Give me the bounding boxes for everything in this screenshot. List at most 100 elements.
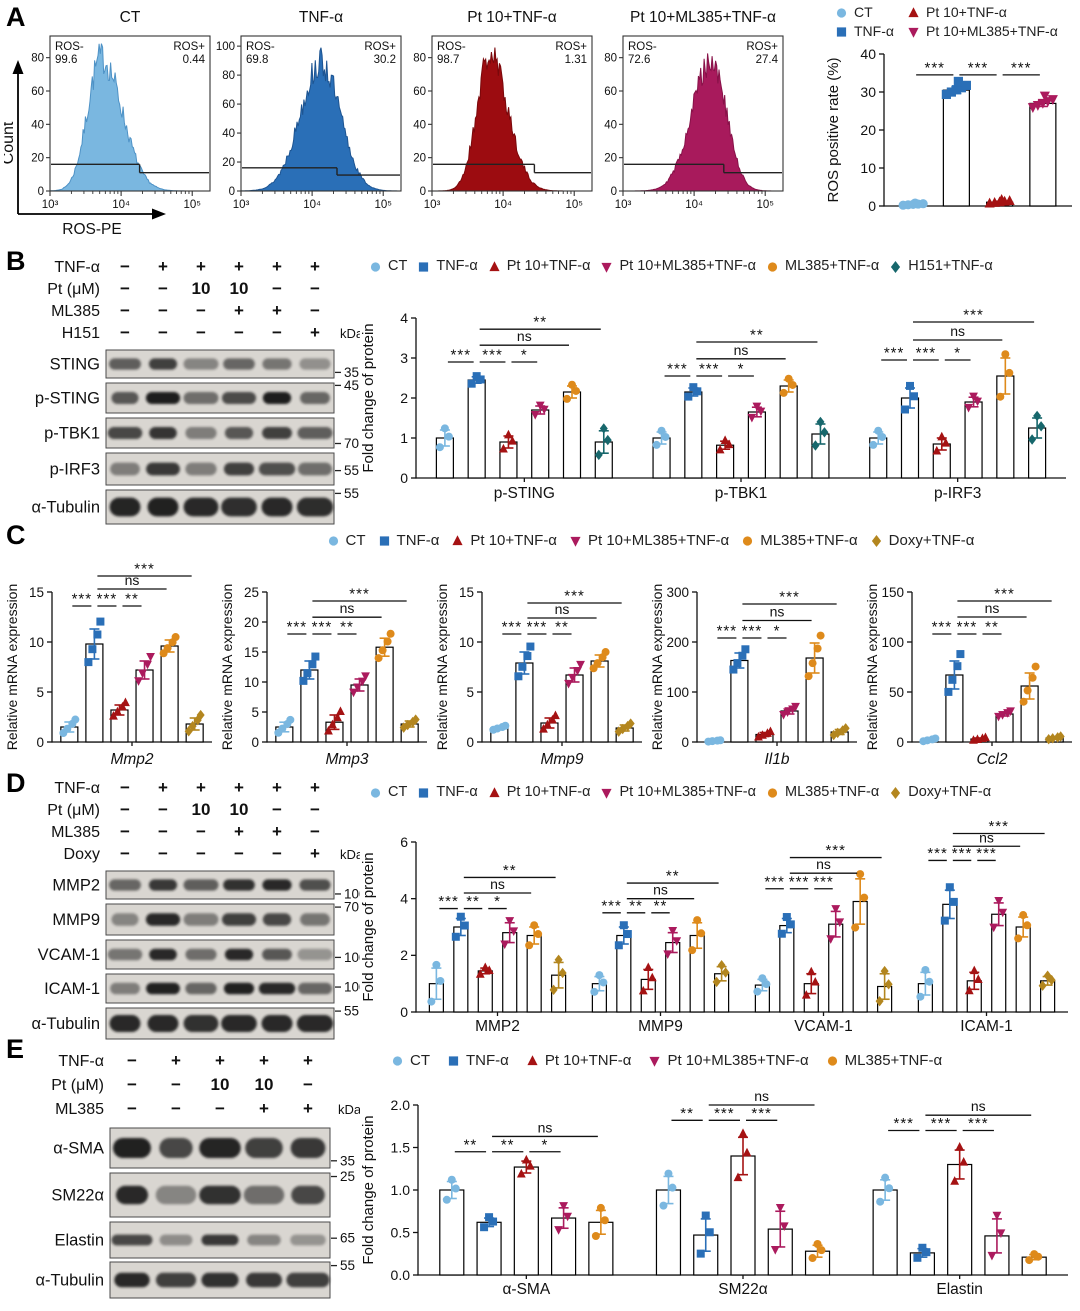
svg-text:20: 20 <box>413 153 426 165</box>
svg-text:TNF-α: TNF-α <box>58 1053 104 1070</box>
svg-text:−: − <box>310 279 320 298</box>
svg-text:−: − <box>120 844 130 863</box>
blot-strip-mmp2: MMP2100 <box>52 870 367 901</box>
svg-text:*: * <box>954 345 961 362</box>
svg-text:ROS+: ROS+ <box>364 41 396 53</box>
svg-text:ns: ns <box>754 1088 769 1104</box>
legend-item-doxy: Doxy+TNF-α <box>869 532 974 549</box>
svg-text:ICAM-1: ICAM-1 <box>960 1018 1013 1035</box>
svg-text:40: 40 <box>222 128 235 140</box>
tri-down-marker-icon <box>908 27 919 38</box>
svg-text:0: 0 <box>611 186 617 198</box>
legend-item-pt10: Pt 10+TNF-α <box>487 258 590 274</box>
svg-text:VCAM-1: VCAM-1 <box>38 946 100 964</box>
svg-text:***: *** <box>72 591 93 608</box>
svg-text:55: 55 <box>344 463 359 478</box>
svg-text:+: + <box>215 1051 225 1070</box>
svg-text:−: − <box>171 1075 181 1094</box>
blot-strip-p-sting: p-STING 45 <box>35 378 359 414</box>
svg-text:5: 5 <box>466 685 474 700</box>
svg-text:25: 25 <box>340 1169 355 1184</box>
svg-text:15: 15 <box>29 585 44 600</box>
svg-text:6: 6 <box>400 834 408 850</box>
svg-text:25: 25 <box>244 585 259 600</box>
svg-text:***: *** <box>932 619 953 636</box>
svg-text:+: + <box>310 844 320 863</box>
western-blot-b: TNF-α − + + + + + Pt (μM) − − 10 10 − − ML385 − − − + + − H15… <box>31 257 364 525</box>
legend-label: Pt 10+ML385+TNF-α <box>619 258 757 274</box>
svg-text:Pt 10+ML385+TNF-α: Pt 10+ML385+TNF-α <box>630 9 776 26</box>
svg-text:10: 10 <box>211 1075 230 1094</box>
blot-strip-sting: STING 35 <box>50 349 359 380</box>
flow-histogram-3: Pt 10+TNF-α 0 20 40 60 80 10³ 10⁴ 10⁵ ROS-98.7 ROS… <box>413 9 593 211</box>
svg-text:ns: ns <box>538 1119 553 1135</box>
svg-text:***: *** <box>438 893 459 910</box>
legend-item-ct: CT <box>368 784 407 800</box>
svg-text:2: 2 <box>400 947 408 963</box>
square-marker-icon <box>419 261 429 272</box>
svg-text:Mmp2: Mmp2 <box>110 751 153 768</box>
legend-item-pt10ml385: Pt 10+ML385+TNF-α <box>647 1052 809 1069</box>
legend-item-pt10: Pt 10+TNF-α <box>450 532 557 549</box>
svg-text:−: − <box>120 778 130 797</box>
svg-text:100: 100 <box>666 685 689 700</box>
svg-text:10: 10 <box>459 635 474 650</box>
svg-text:***: *** <box>764 873 785 890</box>
svg-text:Il1b: Il1b <box>765 751 790 768</box>
svg-text:−: − <box>310 822 320 841</box>
svg-text:MMP9: MMP9 <box>638 1018 683 1035</box>
circle-marker-icon <box>743 536 753 546</box>
tri-up-marker-icon <box>527 1055 538 1066</box>
mrna-chart-il1b: 0 100 200 300 Relative mRNA expression Il1b **… <box>649 558 863 777</box>
svg-text:+: + <box>310 257 320 276</box>
svg-text:***: *** <box>1011 59 1032 76</box>
svg-text:0.0: 0.0 <box>391 1267 411 1283</box>
svg-text:***: *** <box>714 1105 735 1122</box>
svg-text:55: 55 <box>344 486 359 501</box>
svg-text:+: + <box>303 1051 313 1070</box>
svg-text:0: 0 <box>466 735 474 750</box>
mrna-chart-mmp9: 0 5 10 15 Relative mRNA expression Mmp9 *** ***… <box>434 558 648 777</box>
svg-text:−: − <box>158 279 168 298</box>
legend-label: Pt 10+ML385+TNF-α <box>619 784 757 800</box>
blot-strip-vcam-1: VCAM-1 100 <box>38 939 367 970</box>
blot-strip-icam-1: ICAM-1 100 <box>44 973 367 1004</box>
legend-item-pt10ml385: Pt 10+ML385+TNF-α <box>568 532 729 549</box>
svg-text:80: 80 <box>604 53 617 65</box>
svg-text:0.5: 0.5 <box>391 1224 411 1240</box>
legend-label: Pt 10+TNF-α <box>925 4 1007 20</box>
legend-label: Pt 10+TNF-α <box>470 532 557 549</box>
svg-text:99.6: 99.6 <box>55 54 77 66</box>
legend-label: Pt 10+TNF-α <box>506 784 591 800</box>
legend-item-pt10ml385: Pt 10+ML385+TNF-α <box>599 258 756 274</box>
svg-text:2.0: 2.0 <box>391 1097 411 1113</box>
svg-text:p-IRF3: p-IRF3 <box>934 485 981 502</box>
svg-text:*: * <box>774 623 781 640</box>
svg-text:Pt (μM): Pt (μM) <box>47 281 100 298</box>
western-blot-e: TNF-α − + + + + Pt (μM) − − 10 10 − ML385 − − − + + kDa α-S… <box>35 1051 362 1299</box>
svg-text:30: 30 <box>860 84 876 100</box>
svg-text:20: 20 <box>860 122 876 138</box>
blot-strip--tubulin: α-Tubulin 55 <box>31 1004 359 1040</box>
svg-text:−: − <box>120 800 130 819</box>
svg-text:Fold change of protein: Fold change of protein <box>360 323 377 472</box>
svg-text:***: *** <box>349 586 370 603</box>
legend-item-pt10: Pt 10+TNF-α <box>525 1052 631 1069</box>
legend-item-ml385: ML385+TNF-α <box>740 532 858 549</box>
svg-text:Relative mRNA expression: Relative mRNA expression <box>221 584 235 751</box>
svg-text:Relative mRNA expression: Relative mRNA expression <box>651 584 665 751</box>
svg-text:60: 60 <box>222 99 235 111</box>
svg-text:***: *** <box>813 873 834 890</box>
svg-text:300: 300 <box>666 585 689 600</box>
svg-text:***: *** <box>287 619 308 636</box>
square-marker-icon <box>419 787 429 798</box>
svg-text:10⁵: 10⁵ <box>374 199 392 211</box>
svg-text:−: − <box>158 822 168 841</box>
svg-text:0: 0 <box>868 198 876 214</box>
svg-text:***: *** <box>564 588 585 605</box>
svg-text:10: 10 <box>860 160 876 176</box>
svg-text:−: − <box>120 279 130 298</box>
svg-text:5: 5 <box>36 685 44 700</box>
protein_b-bar-chart: 0 1 2 3 4 Fold change of protein p-STING p-TBK1… <box>360 307 1066 502</box>
svg-text:ns: ns <box>340 600 355 616</box>
